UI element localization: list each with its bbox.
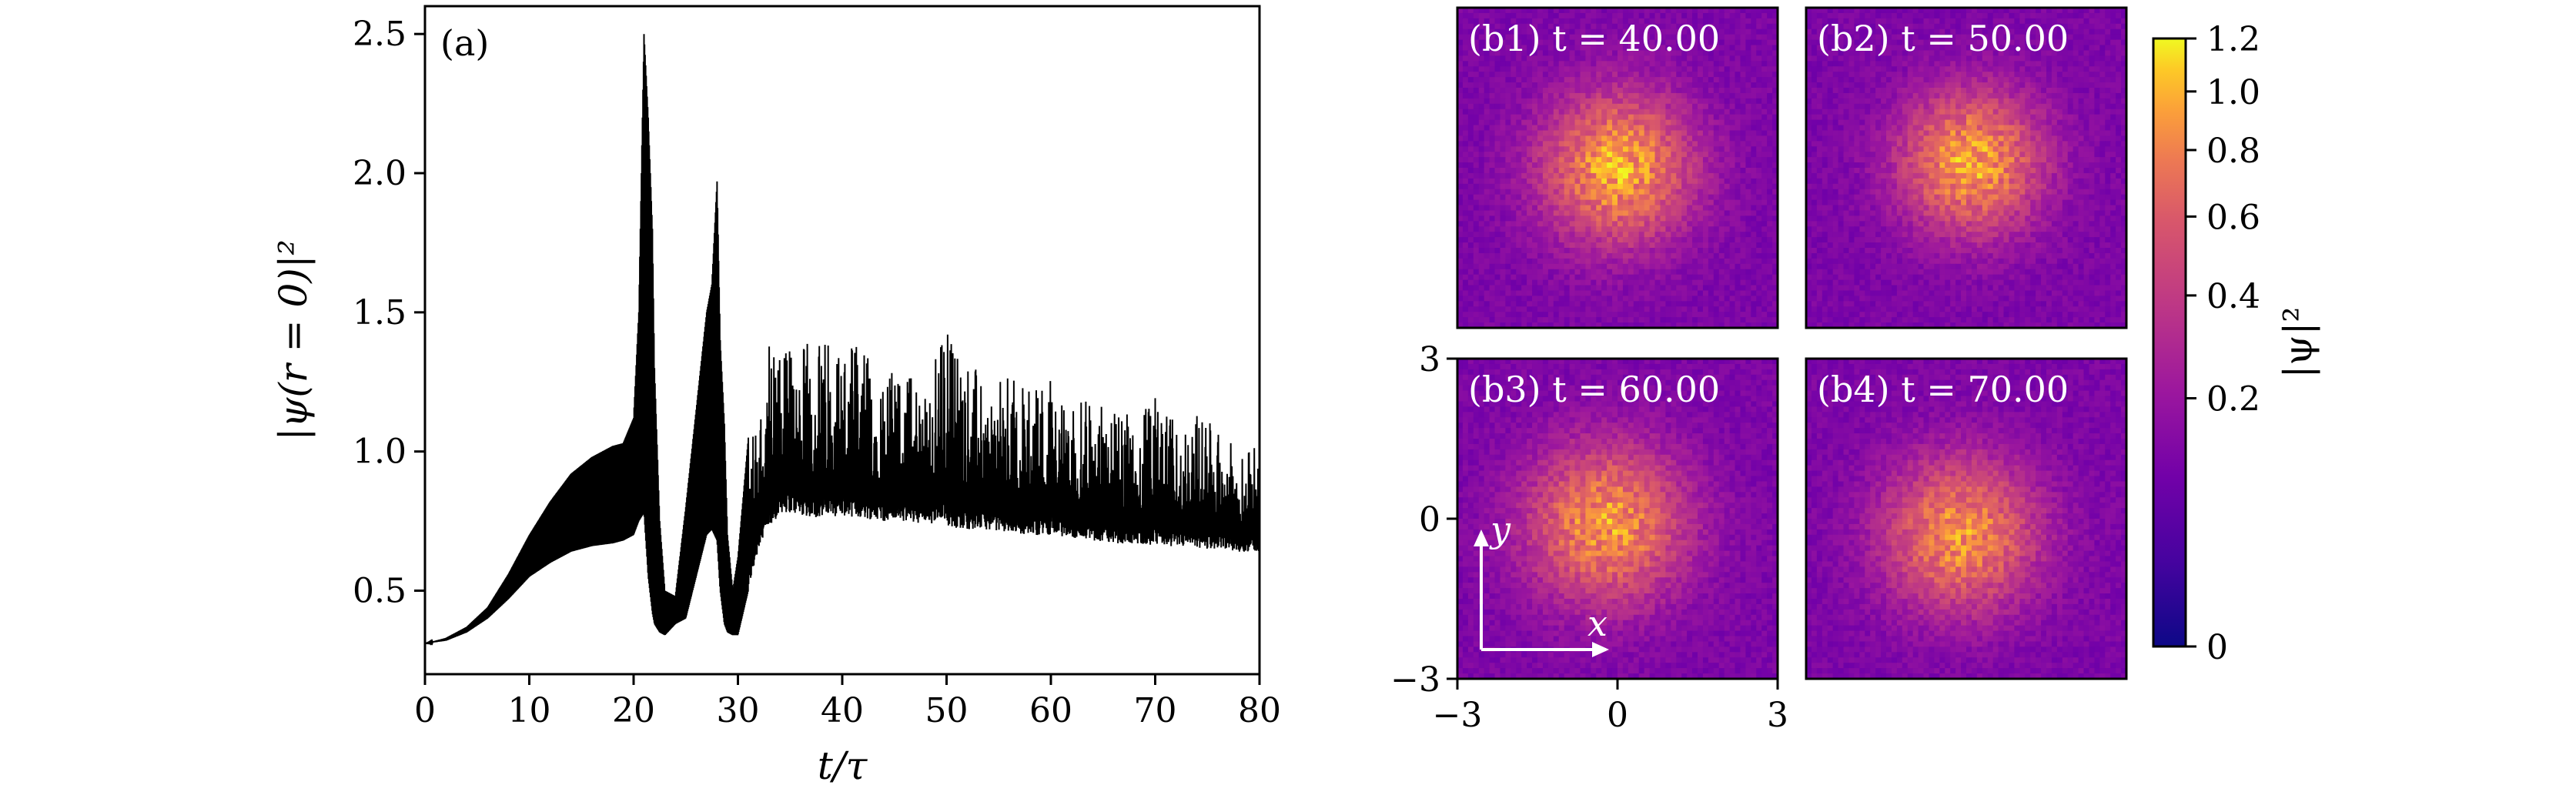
line-x-ticks: 0 10 20 30 40 50 60 70 80 [414, 674, 1281, 730]
heatmap-panel-3: (b3) t = 60.00 [1456, 357, 1779, 680]
heatmap-panel-4: (b4) t = 70.00 [1805, 357, 2128, 680]
y-arrow-label: y [1489, 509, 1511, 550]
x-tick-label: 50 [925, 691, 969, 730]
x-tick-label: 30 [717, 691, 760, 730]
heatmap-title-2: (b2) t = 50.00 [1817, 18, 2069, 59]
x-tick-label: 0 [414, 691, 436, 730]
heatmap-x-tick-label: 3 [1767, 696, 1788, 735]
heatmap-title-4: (b4) t = 70.00 [1817, 369, 2069, 410]
heatmap-x-tick-label: −3 [1433, 696, 1483, 735]
xy-arrows: x y [1474, 509, 1609, 657]
y-arrow-head [1474, 529, 1489, 546]
colorbar-gradient [2152, 37, 2187, 648]
series-line [424, 34, 1260, 646]
colorbar-tick-label: 0 [2206, 628, 2228, 667]
line-x-axis-label: t/τ [818, 743, 868, 788]
colorbar-tick-label: 0.2 [2206, 379, 2260, 419]
colorbar-tick-label: 1.2 [2206, 20, 2260, 59]
colorbar: 0 0.2 0.4 0.6 0.8 1.0 1.2 |ψ|² [2152, 20, 2320, 667]
heatmap-panel-2: (b2) t = 50.00 [1805, 6, 2128, 329]
line-axes-frame [423, 5, 1261, 676]
y-tick-label: 2.0 [353, 154, 406, 193]
heatmap-frame [1456, 6, 1779, 329]
heatmap-title-1: (b1) t = 40.00 [1468, 18, 1720, 59]
x-tick-label: 60 [1029, 691, 1072, 730]
heatmap-frame [1805, 357, 2128, 680]
x-tick-label: 80 [1238, 691, 1281, 730]
y-tick-label: 2.5 [353, 15, 406, 54]
heatmap-panel-1: (b1) t = 40.00 [1456, 6, 1779, 329]
panel-label-a: (a) [440, 22, 489, 64]
y-tick-label: 1.0 [353, 433, 406, 472]
heatmap-frame [1805, 6, 2128, 329]
x-arrow-label: x [1587, 603, 1607, 644]
colorbar-label: |ψ|² [2276, 307, 2320, 379]
heatmap-y-tick-label: 3 [1419, 340, 1440, 379]
line-y-ticks: 0.5 1.0 1.5 2.0 2.5 [353, 15, 425, 611]
x-tick-label: 20 [612, 691, 655, 730]
colorbar-tick-label: 0.4 [2206, 277, 2260, 316]
colorbar-ticks: 0 0.2 0.4 0.6 0.8 1.0 1.2 [2186, 20, 2260, 667]
line-y-axis-label: |ψ(r = 0)|² [271, 239, 316, 440]
heatmap-y-tick-label: 0 [1419, 500, 1440, 539]
line-chart-panel: 0 10 20 30 40 50 60 70 80 0.5 1.0 1.5 2.0 2.5 (a) t/… [271, 5, 1281, 788]
heatmap-x-tick-label: 0 [1607, 696, 1628, 735]
heatmap-panels: (b1) t = 40.00 (b2) t = 50.00 (b3) t = 60.… [1456, 6, 2128, 680]
y-tick-label: 0.5 [353, 572, 406, 611]
line-plot-area [424, 34, 1260, 646]
y-tick-label: 1.5 [353, 293, 406, 332]
heatmap-axes: −3−3 0 0 3 3 [1390, 340, 1788, 735]
heatmap-y-tick-label: −3 [1390, 660, 1440, 700]
heatmap-title-3: (b3) t = 60.00 [1468, 369, 1720, 410]
colorbar-tick-label: 1.0 [2206, 73, 2260, 112]
x-tick-label: 70 [1134, 691, 1177, 730]
colorbar-tick-label: 0.8 [2206, 132, 2260, 171]
x-tick-label: 10 [508, 691, 551, 730]
x-arrow-head [1592, 642, 1609, 657]
colorbar-tick-label: 0.6 [2206, 198, 2260, 237]
x-tick-label: 40 [821, 691, 864, 730]
